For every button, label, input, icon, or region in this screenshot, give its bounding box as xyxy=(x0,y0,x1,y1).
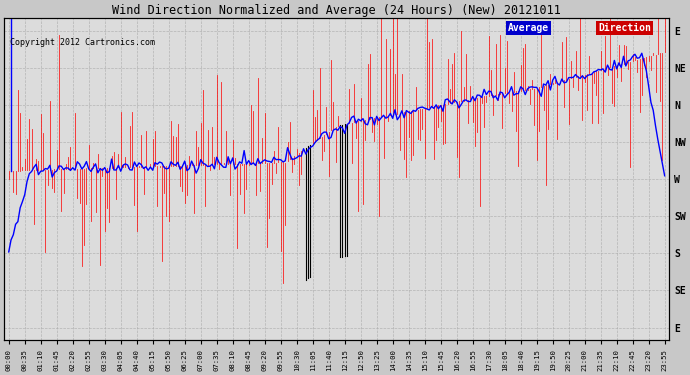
Title: Wind Direction Normalized and Average (24 Hours) (New) 20121011: Wind Direction Normalized and Average (2… xyxy=(112,4,561,17)
Text: Average: Average xyxy=(509,23,549,33)
Text: Direction: Direction xyxy=(598,23,651,33)
Text: Copyright 2012 Cartronics.com: Copyright 2012 Cartronics.com xyxy=(10,38,155,47)
